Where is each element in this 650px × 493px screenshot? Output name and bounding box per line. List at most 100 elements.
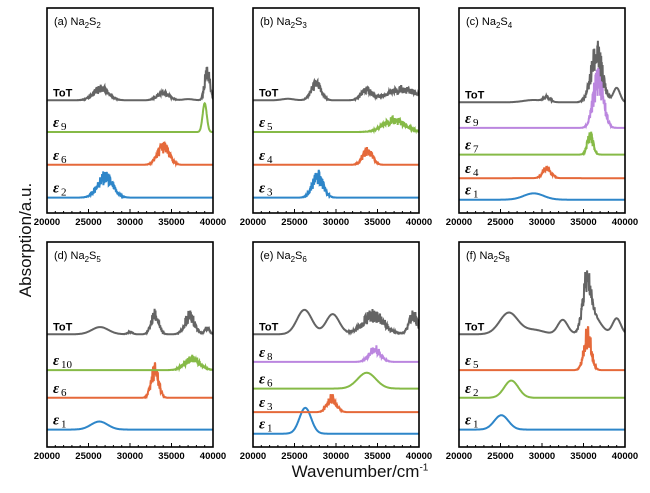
panel-frame-d (46, 241, 214, 448)
series-line-b-e4 (253, 146, 419, 166)
series-label-subscript: 1 (267, 423, 273, 435)
x-tick-label: 40000 (406, 451, 432, 462)
title-subscript: 2 (494, 255, 499, 264)
title-text: (d) Na (54, 250, 85, 262)
series-line-c-e7 (459, 131, 625, 157)
x-tick-label: 25000 (75, 451, 101, 462)
series-line-d-e10 (47, 354, 213, 373)
series-label-tot: ToT (465, 321, 485, 333)
series-label-epsilon: ε (53, 353, 60, 369)
series-line-d-ToT (47, 308, 213, 336)
x-tick-label: 25000 (487, 217, 513, 228)
panel-title-e: (e) Na2S6 (260, 250, 307, 264)
x-tick-label: 40000 (200, 451, 226, 462)
panel-title-c: (c) Na2S4 (466, 16, 513, 30)
x-tick-label: 30000 (529, 451, 555, 462)
title-text: S (295, 250, 302, 262)
series-label-epsilon: ε (465, 381, 472, 397)
title-text: (e) Na (260, 250, 291, 262)
x-tick-label: 40000 (200, 217, 226, 228)
series-label-epsilon: ε (465, 161, 472, 177)
series-line-e-e6 (253, 371, 419, 390)
series-label-subscript: 6 (61, 387, 67, 399)
series-label-subscript: 9 (473, 117, 479, 129)
title-subscript: 2 (291, 21, 296, 30)
x-tick-label: 35000 (158, 217, 184, 228)
panel-title-b: (b) Na2S3 (260, 16, 307, 30)
series-label-tot: ToT (53, 87, 73, 99)
series-label-subscript: 7 (473, 144, 479, 156)
x-tick-label: 40000 (406, 217, 432, 228)
series-line-b-e3 (253, 169, 419, 200)
title-subscript: 5 (96, 255, 101, 264)
title-text: S (89, 16, 96, 28)
series-label-subscript: 1 (473, 189, 479, 201)
x-tick-label: 30000 (529, 217, 555, 228)
series-label-subscript: 5 (267, 121, 273, 133)
series-label-epsilon: ε (53, 115, 60, 131)
series-label-epsilon: ε (259, 181, 266, 197)
series-label-subscript: 4 (473, 167, 479, 179)
x-tick-label: 25000 (281, 217, 307, 228)
series-label-tot: ToT (259, 321, 279, 333)
series-label-epsilon: ε (465, 138, 472, 154)
panel-title-f: (f) Na2S8 (466, 250, 510, 264)
x-axis-label: Wavenumber/cm-1 (260, 462, 460, 482)
title-text: S (498, 250, 505, 262)
series-line-a-e2 (47, 171, 213, 200)
series-line-e-e3 (253, 393, 419, 414)
panel-frame-a (46, 7, 214, 214)
x-tick-label: 20000 (240, 217, 266, 228)
x-tick-label: 30000 (117, 451, 143, 462)
title-subscript: 6 (302, 255, 307, 264)
series-line-f-e2 (459, 379, 625, 399)
series-label-epsilon: ε (259, 345, 266, 361)
x-tick-label: 20000 (34, 217, 60, 228)
title-text: S (500, 16, 507, 28)
x-axis-label-exponent: -1 (419, 462, 429, 474)
title-subscript: 4 (508, 21, 513, 30)
x-tick-label: 35000 (570, 217, 596, 228)
title-subscript: 3 (302, 21, 307, 30)
title-subscript: 2 (85, 21, 90, 30)
series-label-subscript: 3 (267, 187, 273, 199)
x-tick-label: 35000 (364, 451, 390, 462)
series-label-epsilon: ε (259, 115, 266, 131)
x-tick-label: 30000 (323, 451, 349, 462)
x-tick-label: 20000 (446, 451, 472, 462)
series-label-tot: ToT (53, 321, 73, 333)
series-line-a-e9 (47, 101, 213, 133)
series-label-epsilon: ε (53, 181, 60, 197)
series-line-a-e6 (47, 140, 213, 168)
x-axis-label-text: Wavenumber/cm (291, 462, 420, 481)
panel-frame-e (252, 241, 420, 448)
x-tick-label: 20000 (240, 451, 266, 462)
title-subscript: 8 (505, 255, 510, 264)
series-label-subscript: 10 (61, 359, 73, 371)
title-subscript: 2 (85, 255, 90, 264)
series-label-subscript: 5 (473, 359, 479, 371)
series-label-subscript: 3 (267, 401, 273, 413)
series-label-subscript: 9 (61, 121, 67, 133)
series-line-c-ToT (459, 40, 625, 105)
series-label-epsilon: ε (259, 417, 266, 433)
x-tick-label: 35000 (570, 451, 596, 462)
series-label-subscript: 2 (473, 387, 479, 399)
x-tick-label: 25000 (487, 451, 513, 462)
series-label-subscript: 1 (61, 419, 67, 431)
series-line-c-e9 (459, 64, 625, 130)
series-line-b-e5 (253, 115, 419, 135)
panel-title-d: (d) Na2S5 (54, 250, 101, 264)
series-label-subscript: 4 (267, 154, 273, 166)
series-line-c-e4 (459, 165, 625, 180)
title-text: S (89, 250, 96, 262)
title-text: (a) Na (54, 16, 85, 28)
series-label-subscript: 8 (267, 351, 273, 363)
x-tick-label: 40000 (612, 217, 638, 228)
series-label-epsilon: ε (259, 395, 266, 411)
series-line-b-ToT (253, 77, 419, 103)
title-text: (c) Na (466, 16, 497, 28)
title-subscript: 2 (291, 255, 296, 264)
panel-title-a: (a) Na2S2 (54, 16, 101, 30)
